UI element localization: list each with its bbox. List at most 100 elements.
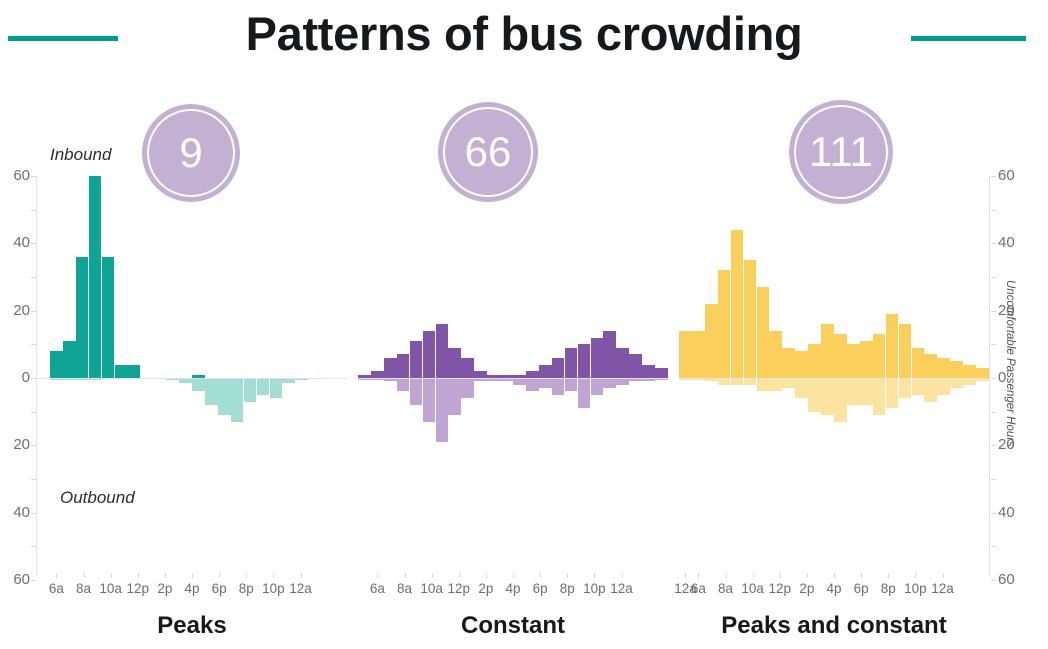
bar-inbound (859, 340, 873, 378)
x-axis-tick-label: 10p (262, 581, 285, 596)
bar-outbound (282, 378, 296, 384)
bar-outbound (383, 378, 397, 382)
y-axis-tick-label: 60 (13, 571, 30, 588)
bar-inbound (383, 357, 397, 378)
bar-inbound (642, 364, 655, 378)
bar-outbound (937, 378, 951, 395)
bar-outbound (704, 378, 718, 382)
bar-outbound (859, 378, 873, 405)
y-axis-tick-mark (31, 277, 36, 278)
title-rule-right (911, 36, 1026, 41)
x-axis-tick-mark (888, 573, 890, 578)
bar-outbound (204, 378, 218, 405)
bar-inbound (513, 374, 526, 378)
x-axis-tick-label: 4p (184, 581, 200, 596)
bar-inbound (474, 371, 487, 378)
x-axis-tick-label: 12p (768, 581, 792, 596)
x-axis-tick-label: 8p (238, 581, 254, 596)
bar-inbound (704, 303, 718, 378)
bar-outbound (295, 378, 309, 381)
x-axis-tick-mark (752, 573, 754, 578)
bar-outbound (538, 378, 552, 389)
badge-value: 9 (179, 129, 203, 176)
x-axis-tick-label: 10p (583, 581, 606, 596)
x-axis-tick-label: 8a (717, 581, 734, 596)
y-axis-tick-mark (991, 243, 996, 245)
y-axis-tick-label: 0 (998, 369, 1007, 386)
bar-inbound (911, 347, 925, 378)
bar-outbound (474, 378, 487, 382)
bar-inbound (49, 351, 63, 378)
y-axis-tick-mark (991, 277, 996, 278)
bar-inbound (937, 357, 951, 378)
bar-outbound (834, 378, 847, 422)
x-axis-tick-label: 6p (532, 581, 548, 596)
bar-inbound (756, 287, 770, 378)
x-axis-tick-mark (685, 573, 687, 578)
x-axis-tick-label: 12a (289, 581, 312, 596)
bar-inbound (743, 260, 757, 378)
y-axis-tick-mark (31, 580, 36, 581)
bar-outbound (872, 378, 886, 416)
bar-group (37, 176, 347, 576)
x-axis-tick-label: 10a (741, 581, 764, 596)
bar-inbound (448, 347, 462, 378)
bar-inbound (846, 344, 860, 378)
bar-inbound (525, 371, 539, 378)
x-axis-tick-label: 6a (48, 581, 64, 596)
badge-ring (794, 105, 888, 199)
bar-outbound (448, 378, 462, 416)
bar-inbound (538, 364, 552, 378)
x-axis-tick-row: 6a 8a 10a 12p 2p 4p 6p 8p 10p 12a (358, 573, 668, 599)
bar-inbound (717, 270, 731, 378)
y-axis-tick-mark (31, 378, 36, 379)
y-axis-tick-label: 40 (998, 234, 1015, 252)
x-axis-tick-mark (137, 573, 139, 578)
y-axis-tick-label: 20 (13, 436, 30, 454)
bar-inbound (976, 367, 989, 378)
x-axis-tick-mark (56, 573, 58, 578)
x-axis-tick-label: 2p (799, 581, 815, 596)
bar-inbound (409, 340, 423, 378)
y-axis-tick-mark (991, 176, 996, 177)
bar-outbound (577, 378, 591, 409)
bar-outbound (435, 378, 449, 442)
x-axis-tick-mark (246, 573, 248, 578)
x-axis-tick-label: 6a (690, 581, 706, 596)
x-axis-tick-label: 8p (880, 581, 896, 596)
zero-line (679, 378, 989, 379)
bar-outbound (192, 378, 205, 392)
x-axis-tick-label: 2p (478, 581, 494, 596)
x-axis-tick-mark (806, 573, 808, 578)
bar-inbound (963, 364, 976, 378)
bar-outbound (795, 378, 808, 399)
bar-inbound (691, 330, 705, 378)
x-axis-tick-label: 12p (447, 581, 471, 596)
x-axis-tick-mark (431, 573, 433, 578)
chart-panel (679, 176, 989, 576)
x-axis-tick-mark (779, 573, 781, 578)
bar-inbound (655, 367, 668, 378)
x-axis-tick-label: 6p (853, 581, 869, 596)
x-axis-tick-label: 12a (674, 581, 697, 596)
bar-inbound (564, 347, 578, 378)
y-axis-tick-label: 40 (13, 503, 30, 521)
y-axis-tick-mark (991, 512, 996, 514)
bar-inbound (603, 330, 617, 378)
x-axis-tick-label: 4p (826, 581, 842, 596)
bar-outbound (590, 378, 604, 395)
badge-value: 111 (809, 128, 873, 175)
x-axis-tick-row: 6a 8a 10a 12p 2p 4p 6p 8p 10p 12a (37, 573, 347, 599)
bar-outbound (396, 378, 410, 392)
x-axis-tick-mark (83, 573, 85, 578)
title-rule-left (8, 36, 118, 41)
x-axis-tick-mark (725, 573, 727, 578)
plot-frame (36, 176, 990, 576)
bar-group (358, 176, 668, 576)
bar-outbound (269, 378, 283, 399)
y-axis-tick-mark (31, 445, 36, 447)
x-axis-tick-mark (621, 573, 623, 578)
x-axis-tick-label: 8p (559, 581, 575, 596)
x-axis-tick-mark (192, 573, 193, 578)
y-axis-tick-mark (31, 512, 36, 514)
